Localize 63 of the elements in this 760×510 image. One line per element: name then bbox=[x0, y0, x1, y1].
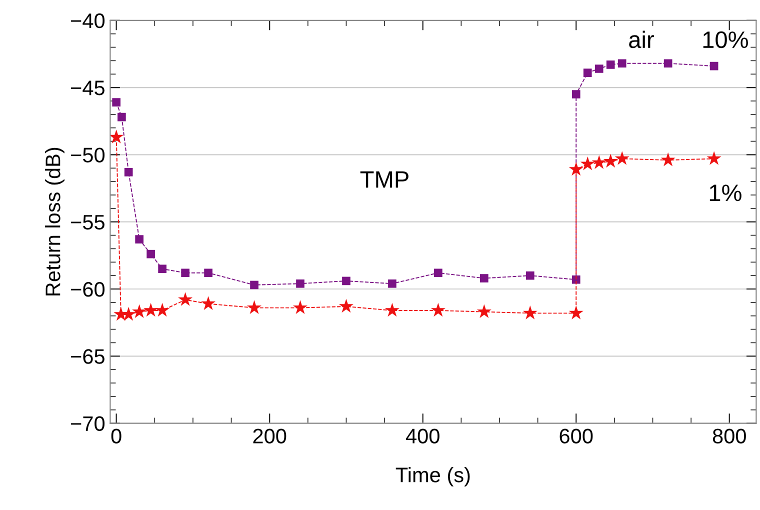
x-tick-label: 600 bbox=[560, 428, 593, 444]
point bbox=[132, 304, 147, 318]
point bbox=[580, 156, 595, 170]
point bbox=[178, 292, 193, 306]
point bbox=[476, 304, 492, 318]
y-tick-label: −70 bbox=[71, 416, 105, 432]
point bbox=[296, 279, 304, 288]
point bbox=[614, 151, 630, 165]
point bbox=[572, 90, 580, 98]
x-tick-label: 400 bbox=[406, 428, 440, 444]
point bbox=[603, 154, 618, 168]
point bbox=[594, 64, 604, 73]
point bbox=[110, 130, 124, 144]
x-tick-label: 0 bbox=[111, 428, 122, 444]
point bbox=[606, 60, 615, 69]
point bbox=[247, 300, 262, 314]
point bbox=[135, 235, 144, 244]
y-tick-label: −50 bbox=[71, 148, 105, 162]
point bbox=[388, 279, 396, 288]
point bbox=[568, 306, 584, 320]
point bbox=[118, 112, 126, 122]
annotation: TMP bbox=[360, 171, 408, 188]
point bbox=[583, 68, 592, 77]
point bbox=[430, 302, 446, 317]
point bbox=[706, 151, 722, 165]
x-tick-label: 800 bbox=[712, 428, 746, 444]
point bbox=[146, 250, 155, 258]
y-tick-label: −40 bbox=[71, 13, 105, 28]
annotation: 10% bbox=[703, 31, 748, 48]
point bbox=[181, 268, 190, 278]
y-axis-title: Return loss (dB) bbox=[45, 148, 64, 296]
point bbox=[710, 62, 718, 70]
y-tick-label: −55 bbox=[71, 215, 104, 230]
point bbox=[155, 302, 170, 317]
point bbox=[664, 59, 672, 68]
point bbox=[480, 274, 488, 282]
point bbox=[526, 271, 534, 280]
point bbox=[204, 268, 212, 278]
point bbox=[158, 264, 166, 274]
point bbox=[522, 306, 538, 320]
y-tick-label: −60 bbox=[71, 282, 105, 297]
point bbox=[618, 59, 626, 68]
y-tick-label: −65 bbox=[71, 349, 104, 364]
y-tick-label: −45 bbox=[71, 80, 104, 96]
annotation: air bbox=[629, 30, 654, 48]
point bbox=[434, 268, 442, 278]
point bbox=[384, 302, 400, 317]
point bbox=[124, 168, 133, 176]
x-tick-label: 200 bbox=[253, 428, 286, 444]
x-axis-title: Time (s) bbox=[396, 467, 470, 486]
point bbox=[144, 302, 158, 317]
point bbox=[660, 152, 676, 166]
annotation: 1% bbox=[710, 184, 742, 202]
point bbox=[568, 162, 584, 176]
point bbox=[112, 98, 120, 106]
point bbox=[338, 298, 354, 313]
point bbox=[342, 276, 350, 286]
point bbox=[592, 155, 606, 169]
point bbox=[250, 280, 258, 290]
point bbox=[572, 275, 580, 284]
point bbox=[121, 306, 136, 321]
point bbox=[201, 296, 216, 310]
point bbox=[292, 300, 308, 314]
